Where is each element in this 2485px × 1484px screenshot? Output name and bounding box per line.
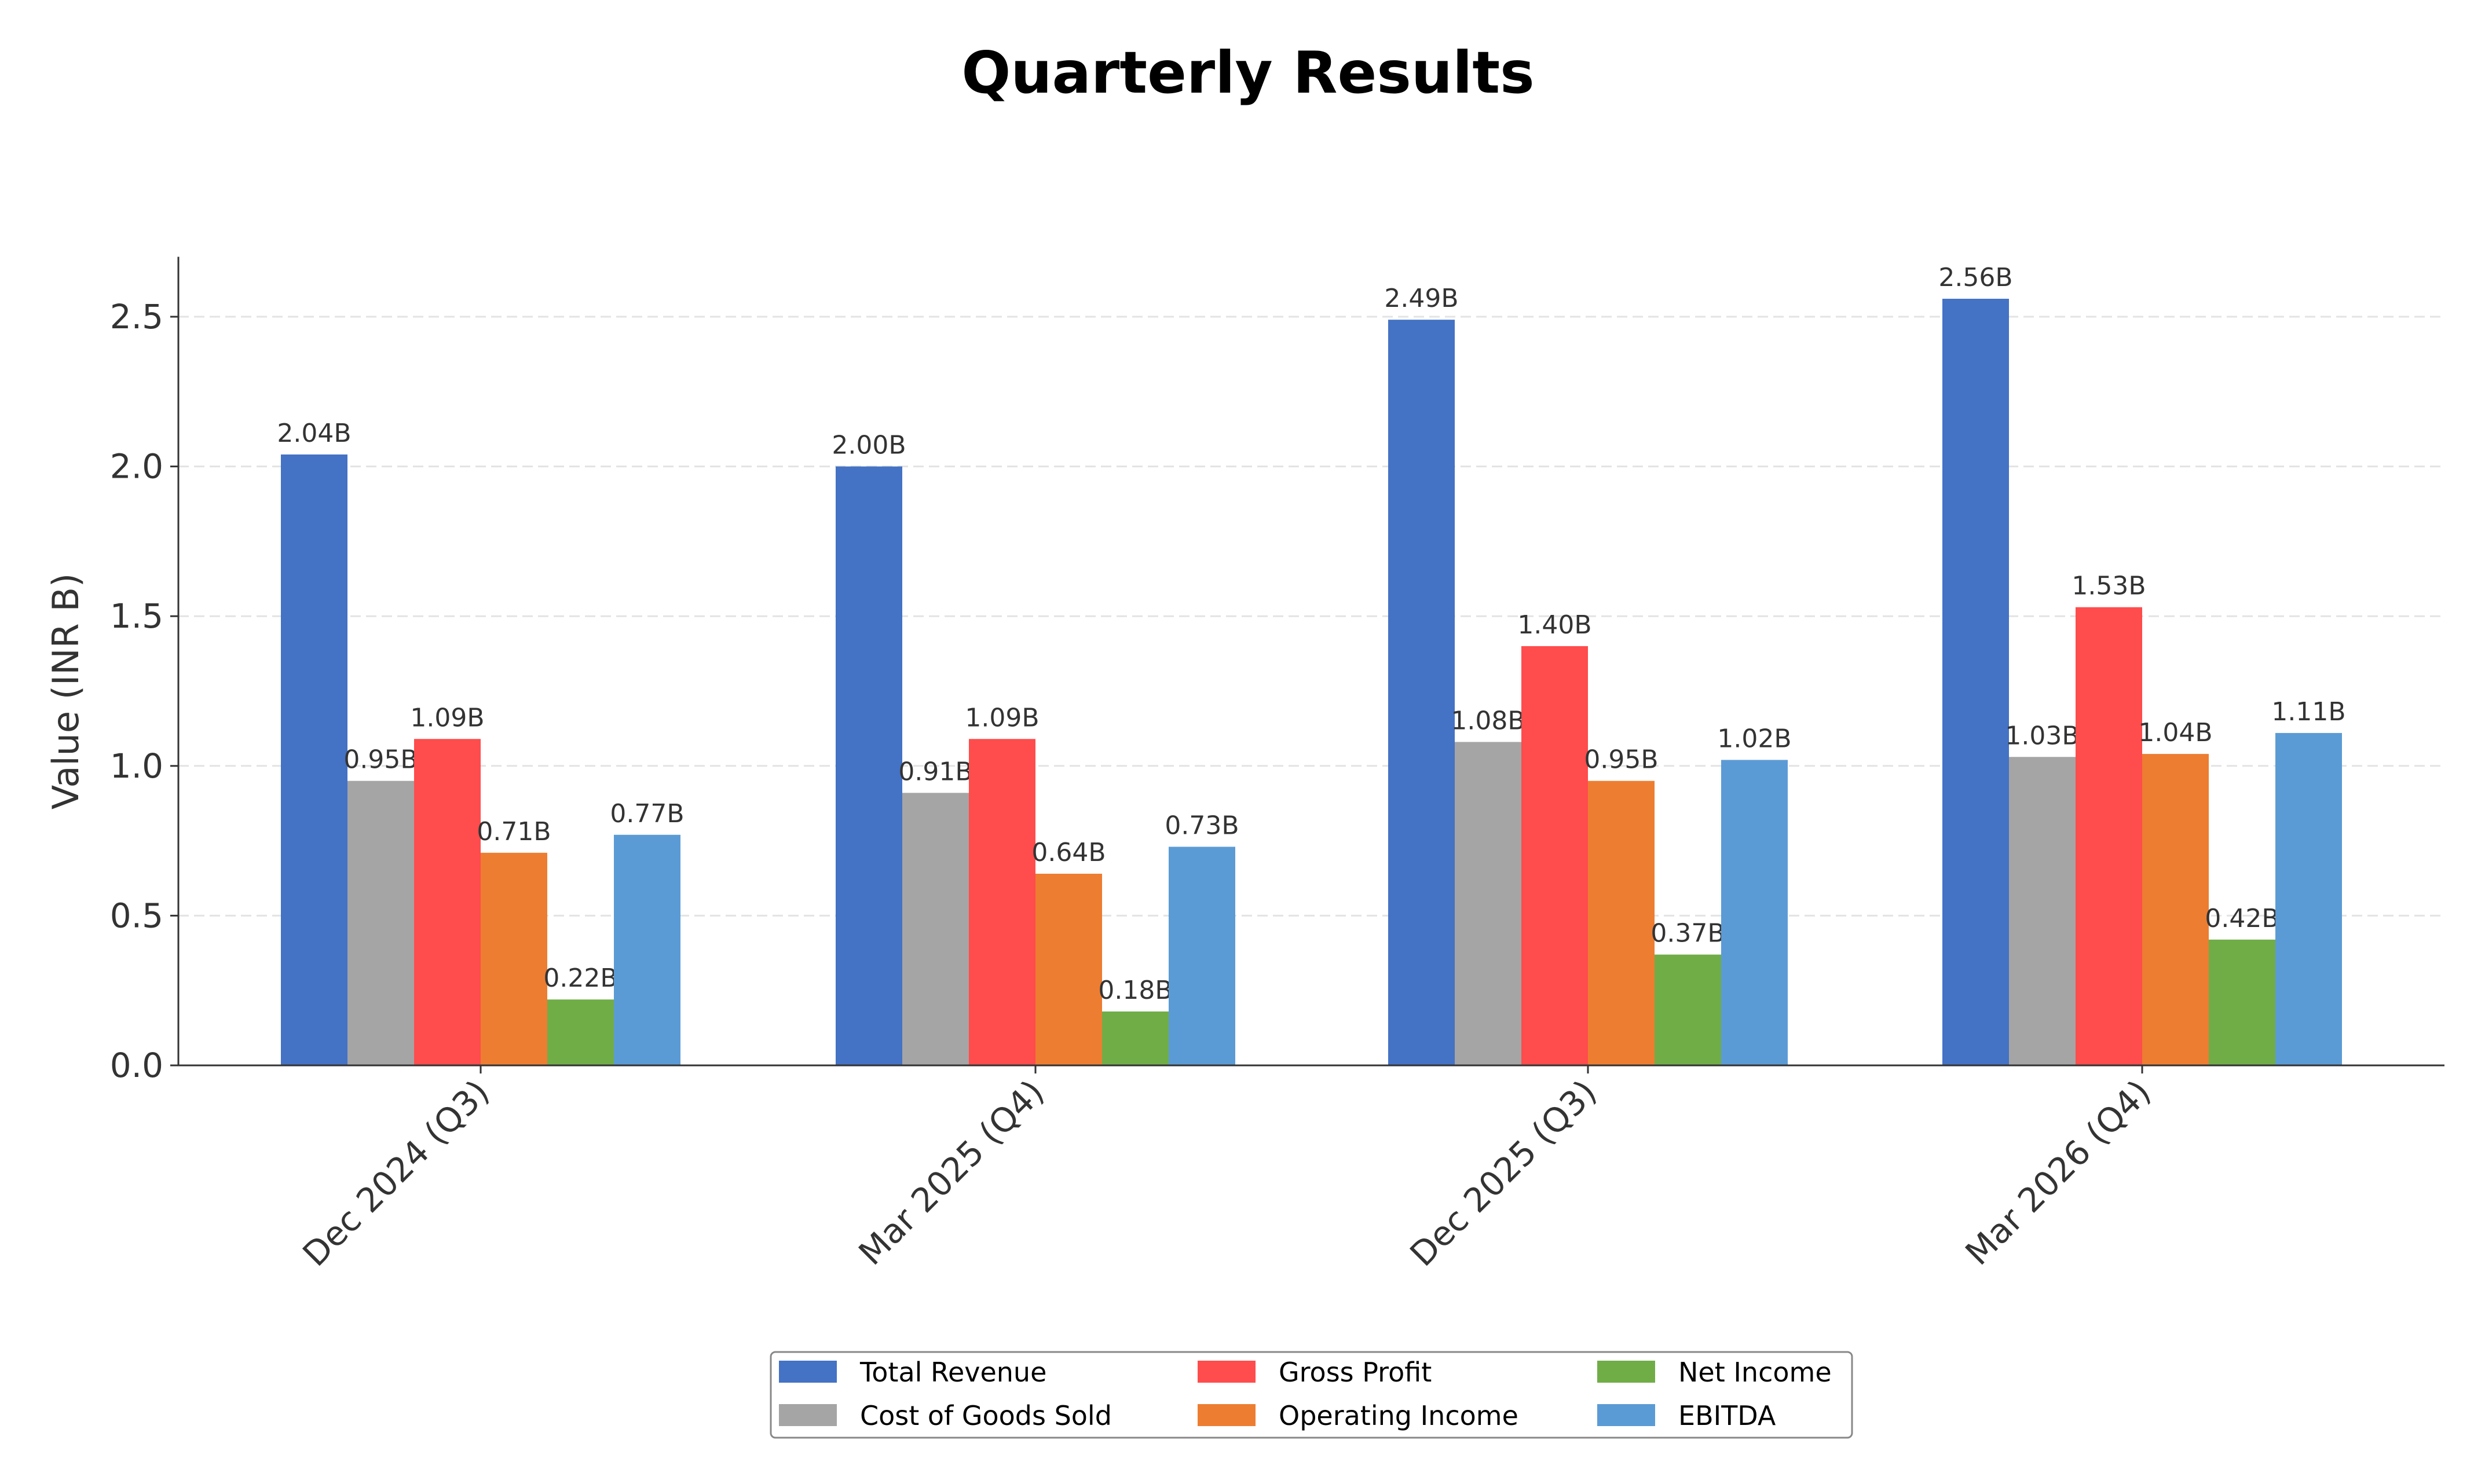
bar-value-label: 0.64B [1031, 838, 1106, 867]
bar-value-label: 0.91B [898, 757, 972, 786]
bar-net-income [1655, 954, 1721, 1065]
bar-value-label: 2.04B [277, 419, 351, 448]
bar-total-revenue [836, 466, 902, 1065]
y-tick-label: 2.5 [110, 297, 163, 336]
x-tick-label: Mar 2026 (Q4) [1958, 1072, 2158, 1273]
bar-value-label: 2.56B [1938, 263, 2012, 292]
bar-ebitda [614, 834, 680, 1065]
bar-net-income [2209, 939, 2275, 1065]
bar-value-label: 0.95B [343, 745, 418, 775]
bar-gross-profit [2076, 607, 2142, 1065]
bar-value-label: 1.40B [1517, 610, 1591, 640]
bar-value-label: 1.09B [410, 703, 484, 732]
bar-value-label: 2.49B [1384, 284, 1458, 313]
legend-swatch [1198, 1361, 1256, 1383]
y-tick-label: 0.0 [110, 1046, 163, 1085]
legend-swatch [1198, 1404, 1256, 1426]
bar-ebitda [1721, 760, 1788, 1065]
bar-total-revenue [1388, 320, 1455, 1065]
bar-value-label: 1.09B [965, 703, 1039, 732]
bar-total-revenue [1942, 298, 2009, 1065]
bar-value-label: 0.73B [1165, 811, 1239, 840]
chart-title: Quarterly Results [961, 39, 1534, 107]
legend-swatch [779, 1404, 837, 1426]
legend-label: Total Revenue [859, 1357, 1046, 1388]
bar-value-label: 1.11B [2271, 697, 2345, 727]
bar-value-label: 1.04B [2138, 718, 2212, 748]
bar-value-label: 0.22B [543, 963, 617, 993]
bar-value-label: 1.02B [1717, 724, 1791, 753]
y-tick-label: 0.5 [110, 896, 163, 935]
y-tick-label: 2.0 [110, 447, 163, 486]
legend: Total Revenue Cost of Goods Sold Gross Pro… [770, 1351, 1853, 1439]
x-tick-label: Dec 2025 (Q3) [1403, 1072, 1604, 1274]
legend-frame [770, 1351, 1853, 1439]
bar-operating-income [2142, 754, 2209, 1065]
legend-label: EBITDA [1678, 1400, 1776, 1431]
bar-cost-of-goods-sold [1455, 742, 1521, 1065]
bar-ebitda [2275, 732, 2342, 1065]
bar-total-revenue [281, 454, 347, 1065]
bar-value-label: 0.18B [1098, 976, 1172, 1005]
bar-value-label: 0.37B [1650, 919, 1725, 948]
legend-label: Gross Profit [1279, 1357, 1432, 1388]
legend-label: Cost of Goods Sold [860, 1400, 1112, 1431]
legend-label: Net Income [1678, 1357, 1832, 1388]
y-tick-label: 1.0 [110, 746, 163, 786]
y-tick-label: 1.5 [110, 596, 163, 636]
bar-value-label: 1.03B [2005, 721, 2079, 750]
bar-cost-of-goods-sold [347, 781, 414, 1065]
bar-operating-income [481, 852, 547, 1065]
legend-swatch [779, 1361, 837, 1383]
bar-value-label: 0.77B [610, 799, 684, 829]
bar-cost-of-goods-sold [902, 793, 969, 1065]
bar-cost-of-goods-sold [2009, 757, 2076, 1065]
y-axis-label: Value (INR B) [45, 573, 87, 809]
legend-label: Operating Income [1279, 1400, 1518, 1431]
legend-swatch [1597, 1404, 1655, 1426]
bar-value-label: 0.95B [1584, 745, 1658, 775]
bar-value-label: 0.42B [2205, 904, 2279, 933]
bar-value-label: 0.71B [477, 817, 551, 847]
bar-net-income [547, 999, 614, 1065]
x-tick-label: Mar 2025 (Q4) [851, 1072, 1052, 1273]
bar-operating-income [1588, 781, 1655, 1065]
bar-value-label: 2.00B [832, 431, 906, 460]
bar-gross-profit [1521, 646, 1588, 1065]
bar-gross-profit [414, 739, 481, 1065]
bar-value-label: 1.08B [1451, 706, 1525, 735]
bar-value-label: 1.53B [2072, 571, 2146, 601]
bar-ebitda [1169, 847, 1235, 1065]
bar-net-income [1102, 1011, 1169, 1065]
bar-gross-profit [969, 739, 1035, 1065]
legend-swatch [1597, 1361, 1655, 1383]
x-tick-label: Dec 2024 (Q3) [295, 1072, 497, 1274]
bar-operating-income [1035, 873, 1102, 1065]
